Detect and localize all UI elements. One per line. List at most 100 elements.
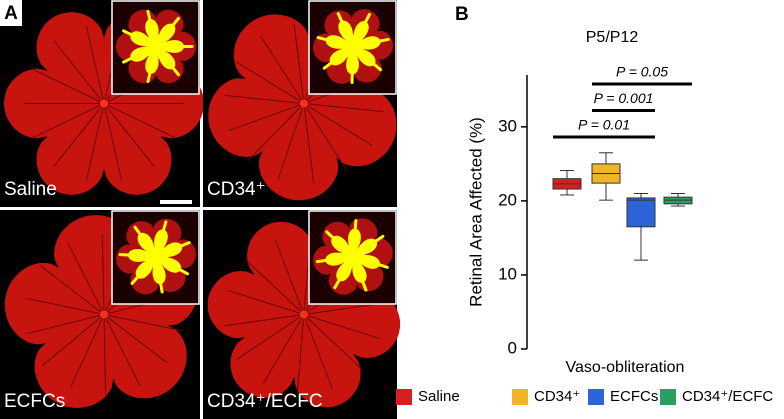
- vessel: [303, 103, 384, 113]
- vessel: [293, 24, 305, 104]
- avascular-arm: [350, 45, 355, 84]
- vessel: [42, 314, 105, 366]
- avascular-arm: [351, 45, 383, 72]
- avascular-arm: [325, 230, 355, 258]
- vessel: [274, 239, 305, 315]
- legend-swatch: [512, 389, 528, 405]
- avascular-arm: [154, 255, 164, 294]
- vessel: [224, 94, 304, 104]
- y-tick-label: 0: [508, 338, 517, 357]
- significance-label: P = 0.05: [616, 64, 668, 80]
- optic-disc: [100, 310, 108, 319]
- avascular-arm: [322, 45, 355, 70]
- avascular-arm: [122, 45, 158, 64]
- panel-b: B P5/P12 Retinal Area Affected (%) Vaso-obl…: [396, 4, 773, 405]
- vessel: [245, 259, 305, 315]
- legend-label: CD34⁺/ECFC: [682, 388, 773, 405]
- avascular-arm: [118, 253, 158, 258]
- vessel: [296, 314, 305, 395]
- vessel: [53, 103, 105, 167]
- vessel: [228, 103, 305, 132]
- y-tick-label: 10: [498, 264, 517, 283]
- vessel: [303, 103, 315, 183]
- vessel: [53, 40, 105, 104]
- significance-label: P = 0.001: [594, 90, 654, 106]
- box: [626, 197, 656, 228]
- vessel: [277, 103, 305, 180]
- vessel: [103, 103, 155, 167]
- optic-disc: [299, 99, 308, 108]
- panel-label-box: [0, 0, 22, 26]
- vessel: [303, 103, 348, 172]
- vessel: [303, 314, 333, 390]
- retina-image: Saline: [0, 0, 204, 207]
- avascular-arm: [351, 255, 389, 269]
- vessel: [67, 242, 105, 315]
- significance-label: P = 0.01: [578, 117, 630, 133]
- avascular-arm: [146, 45, 158, 84]
- y-axis-label: Retinal Area Affected (%): [466, 117, 485, 307]
- vessel: [227, 289, 305, 315]
- vessel: [303, 302, 384, 315]
- vessel: [25, 297, 105, 315]
- avascular-arm: [154, 220, 168, 258]
- y-tick-label: 30: [498, 116, 517, 135]
- avascular-arm: [351, 219, 358, 258]
- avascular-arm: [316, 36, 355, 48]
- avascular-arm: [133, 225, 158, 258]
- avascular-arm: [351, 234, 385, 258]
- avascular-arm: [130, 255, 158, 285]
- vessel: [85, 103, 105, 182]
- x-axis-label: Vaso-obliteration: [566, 359, 685, 376]
- vessel: [70, 314, 105, 388]
- avascular-arm: [154, 241, 191, 258]
- vessel: [103, 103, 177, 139]
- legend-label: ECFCs: [610, 388, 658, 405]
- panel-label: A: [4, 3, 18, 24]
- image-label: ECFCs: [4, 391, 65, 412]
- panel-a: Saline CD34⁺ ECFCs CD34⁺/ECFC A: [0, 0, 401, 419]
- avascular-arm: [154, 16, 180, 48]
- optic-disc: [299, 310, 308, 319]
- legend-label: CD34⁺: [534, 388, 580, 405]
- y-tick-label: 20: [498, 190, 517, 209]
- vessel: [101, 234, 105, 315]
- avascular-arm: [122, 29, 158, 48]
- legend-swatch: [396, 389, 412, 405]
- avascular-arm: [154, 255, 190, 276]
- legend-label: Saline: [418, 388, 460, 405]
- retina-image: CD34⁺: [203, 0, 397, 207]
- retina-image: ECFCs: [0, 210, 200, 419]
- avascular-arm: [146, 9, 158, 48]
- vessel: [103, 314, 141, 387]
- vessel: [31, 68, 105, 104]
- image-label: CD34⁺/ECFC: [207, 391, 323, 412]
- chart-title: P5/P12: [586, 29, 639, 46]
- avascular-arm: [351, 255, 368, 292]
- vessel: [260, 35, 305, 104]
- vessel: [85, 25, 105, 104]
- avascular-arm: [351, 37, 390, 48]
- vessel: [303, 314, 363, 370]
- vessel: [303, 314, 381, 340]
- retina-image: CD34⁺/ECFC: [203, 210, 401, 419]
- vessel: [224, 314, 304, 327]
- avascular-arm: [154, 45, 180, 77]
- optic-disc: [100, 99, 108, 108]
- vessel: [262, 314, 305, 384]
- vessel: [237, 314, 305, 360]
- avascular-arm: [336, 12, 355, 48]
- vessel: [103, 314, 183, 332]
- legend-swatch: [660, 389, 676, 405]
- avascular-arm: [333, 255, 355, 290]
- vessel: [103, 314, 168, 364]
- panel-label: B: [455, 4, 469, 25]
- vessel: [235, 61, 305, 104]
- avascular-arm: [315, 255, 355, 264]
- vessel: [40, 265, 105, 315]
- vessel: [31, 103, 105, 139]
- vessel: [103, 103, 123, 182]
- vessel: [26, 314, 105, 335]
- avascular-arm: [351, 12, 371, 48]
